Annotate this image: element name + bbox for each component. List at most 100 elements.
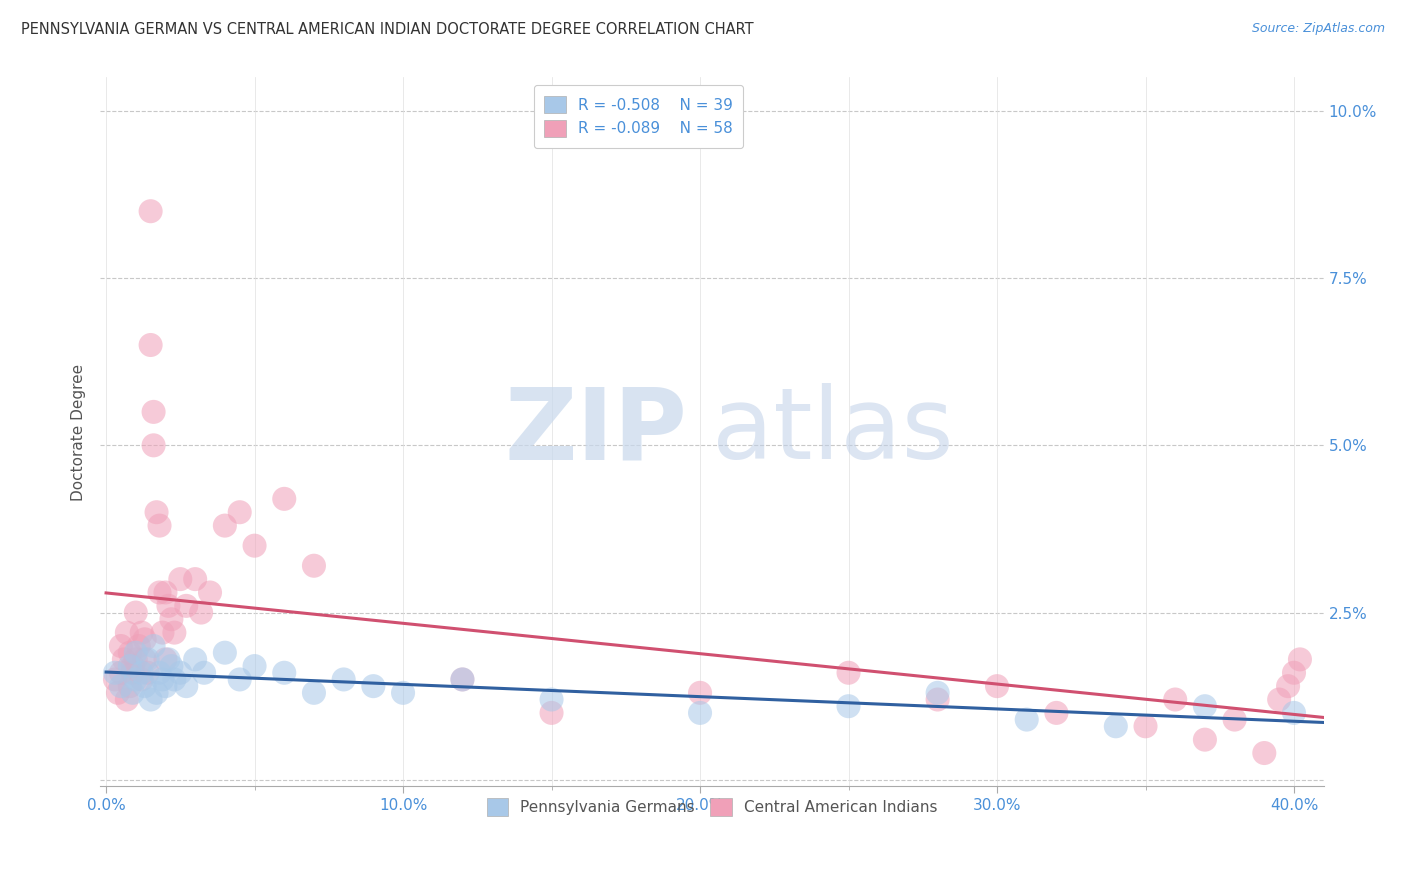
Point (155, 679, 177, 693)
Point (110, 679, 132, 693)
Point (118, 659, 141, 673)
Point (145, 686, 167, 700)
Point (1268, 692, 1291, 706)
Point (540, 692, 562, 706)
Point (128, 639, 150, 653)
Point (1223, 713, 1246, 727)
Point (1194, 699, 1216, 714)
Point (451, 673, 474, 687)
Point (157, 599, 180, 613)
Point (228, 673, 250, 687)
Point (1015, 713, 1038, 727)
Point (139, 692, 162, 706)
Point (160, 659, 183, 673)
Point (107, 686, 129, 700)
Point (104, 665, 127, 680)
Point (142, 639, 165, 653)
Point (160, 612, 183, 626)
Point (118, 679, 141, 693)
Point (1164, 692, 1187, 706)
Point (115, 692, 138, 706)
Point (228, 505, 250, 519)
Point (112, 652, 135, 666)
Point (243, 659, 266, 673)
Point (689, 706, 711, 720)
Point (174, 679, 197, 693)
Point (121, 659, 143, 673)
Point (139, 204, 162, 219)
Point (155, 585, 177, 599)
Point (1289, 652, 1312, 666)
Point (1194, 732, 1216, 747)
Point (1045, 706, 1067, 720)
Point (540, 706, 562, 720)
Point (273, 665, 295, 680)
Point (302, 686, 325, 700)
Point (131, 665, 153, 680)
Point (136, 652, 159, 666)
Point (121, 665, 143, 680)
Point (142, 405, 165, 419)
Point (110, 639, 132, 653)
Point (1277, 679, 1299, 693)
Point (243, 539, 266, 553)
Point (125, 673, 148, 687)
Point (163, 673, 186, 687)
Text: ZIP: ZIP (505, 384, 688, 481)
Point (332, 673, 354, 687)
Point (1282, 665, 1305, 680)
Point (174, 599, 197, 613)
Point (302, 558, 325, 573)
Point (131, 673, 153, 687)
Point (157, 652, 180, 666)
Text: Source: ZipAtlas.com: Source: ZipAtlas.com (1251, 22, 1385, 36)
Point (214, 518, 236, 533)
Point (145, 505, 167, 519)
Point (125, 652, 148, 666)
Point (927, 686, 949, 700)
Point (139, 338, 162, 352)
Point (451, 673, 474, 687)
Point (1282, 706, 1305, 720)
Point (104, 673, 127, 687)
Point (1253, 746, 1275, 760)
Point (125, 606, 148, 620)
Point (838, 665, 860, 680)
Point (125, 646, 148, 660)
Point (169, 572, 191, 586)
Point (214, 646, 236, 660)
Point (184, 572, 207, 586)
Text: atlas: atlas (711, 384, 953, 481)
Point (184, 652, 207, 666)
Point (169, 665, 191, 680)
Point (927, 692, 949, 706)
Point (142, 438, 165, 452)
Y-axis label: Doctorate Degree: Doctorate Degree (72, 363, 86, 500)
Point (148, 665, 170, 680)
Point (838, 699, 860, 714)
Point (689, 686, 711, 700)
Point (134, 652, 156, 666)
Point (110, 665, 132, 680)
Point (1135, 719, 1157, 733)
Point (198, 585, 221, 599)
Point (1105, 719, 1128, 733)
Point (134, 632, 156, 647)
Point (273, 491, 295, 506)
Point (392, 686, 415, 700)
Point (190, 606, 212, 620)
Point (152, 625, 174, 640)
Point (155, 652, 177, 666)
Point (134, 679, 156, 693)
Point (115, 625, 138, 640)
Point (136, 665, 159, 680)
Point (148, 518, 170, 533)
Point (193, 665, 215, 680)
Text: PENNSYLVANIA GERMAN VS CENTRAL AMERICAN INDIAN DOCTORATE DEGREE CORRELATION CHAR: PENNSYLVANIA GERMAN VS CENTRAL AMERICAN … (21, 22, 754, 37)
Point (163, 625, 186, 640)
Point (152, 673, 174, 687)
Point (118, 646, 141, 660)
Point (986, 679, 1008, 693)
Point (363, 679, 385, 693)
Point (121, 686, 143, 700)
